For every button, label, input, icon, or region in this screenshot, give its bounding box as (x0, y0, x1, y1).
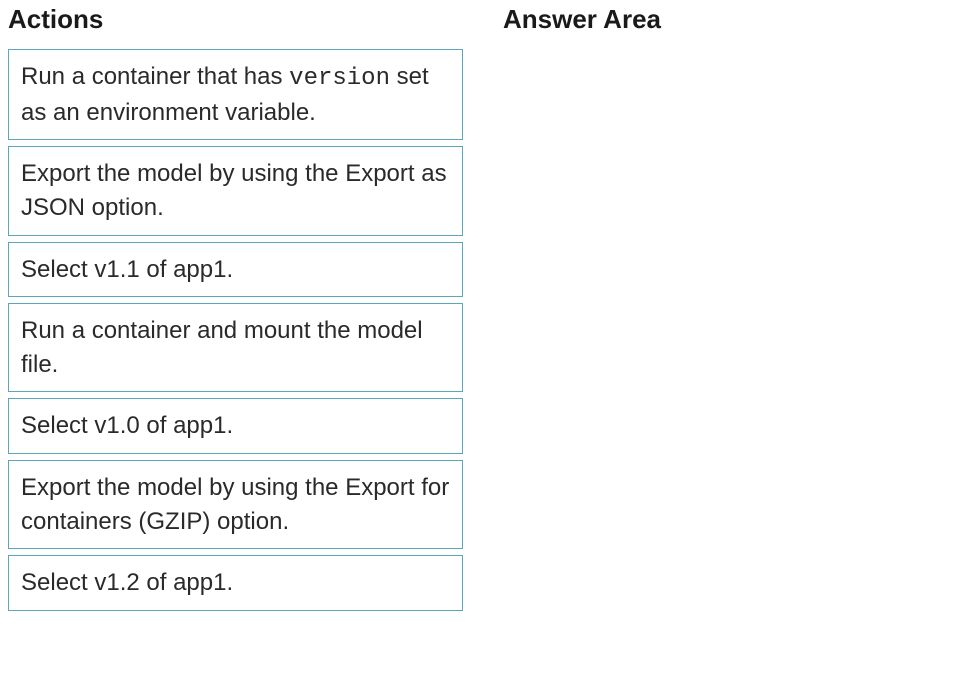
action-item[interactable]: Select v1.0 of app1. (8, 398, 463, 454)
actions-column: Actions Run a container that has version… (8, 4, 463, 617)
action-item-text: Select v1.1 of app1. (21, 253, 233, 287)
action-item[interactable]: Run a container that has version set as … (8, 49, 463, 140)
actions-heading: Actions (8, 4, 463, 35)
code-segment: version (289, 65, 390, 92)
answer-area-column: Answer Area (503, 4, 923, 617)
answer-area-heading: Answer Area (503, 4, 923, 35)
action-item-text: Select v1.0 of app1. (21, 409, 233, 443)
action-item-text: Run a container and mount the model file… (21, 314, 450, 381)
action-item-text: Export the model by using the Export as … (21, 157, 450, 224)
action-item[interactable]: Export the model by using the Export as … (8, 146, 463, 235)
action-item[interactable]: Run a container and mount the model file… (8, 303, 463, 392)
action-item-text: Select v1.2 of app1. (21, 566, 233, 600)
drag-drop-container: Actions Run a container that has version… (8, 4, 965, 617)
action-item-text: Run a container that has version set as … (21, 60, 450, 129)
answer-dropzone[interactable] (503, 49, 923, 609)
action-item[interactable]: Select v1.1 of app1. (8, 242, 463, 298)
action-item[interactable]: Select v1.2 of app1. (8, 555, 463, 611)
action-item-text: Export the model by using the Export for… (21, 471, 450, 538)
action-item[interactable]: Export the model by using the Export for… (8, 460, 463, 549)
actions-list: Run a container that has version set as … (8, 49, 463, 617)
